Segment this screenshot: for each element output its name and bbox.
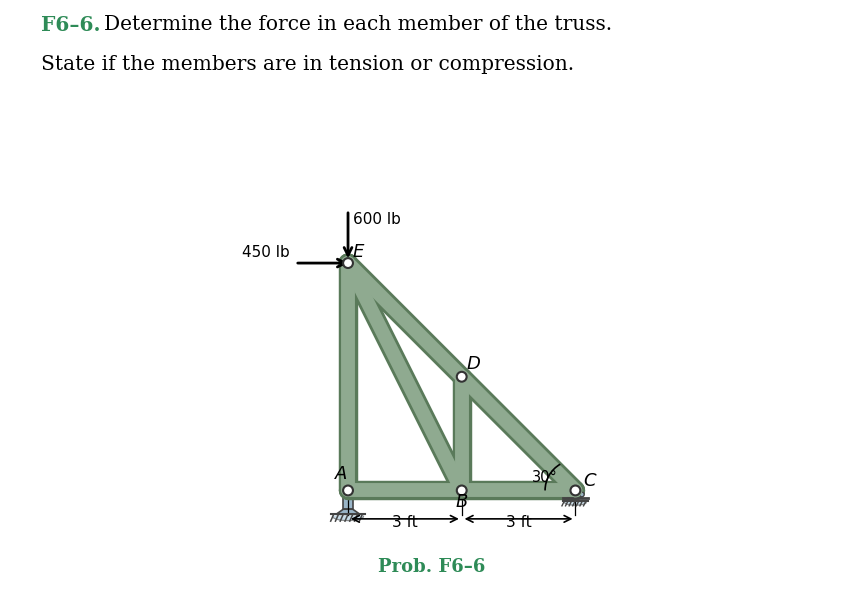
Text: 600 lb: 600 lb bbox=[353, 212, 400, 227]
Text: State if the members are in tension or compression.: State if the members are in tension or c… bbox=[41, 55, 574, 74]
Text: F6–6.: F6–6. bbox=[41, 15, 100, 35]
Circle shape bbox=[573, 492, 578, 497]
Text: 3 ft: 3 ft bbox=[505, 515, 531, 530]
Text: 3 ft: 3 ft bbox=[392, 515, 417, 530]
Circle shape bbox=[457, 486, 467, 495]
Circle shape bbox=[570, 486, 581, 495]
Text: Determine the force in each member of the truss.: Determine the force in each member of th… bbox=[104, 15, 612, 34]
Text: Prob. F6–6: Prob. F6–6 bbox=[378, 558, 486, 576]
Text: A: A bbox=[334, 465, 347, 483]
Text: B: B bbox=[455, 494, 468, 512]
Circle shape bbox=[580, 492, 584, 497]
Polygon shape bbox=[564, 503, 586, 505]
Circle shape bbox=[567, 492, 571, 497]
Text: D: D bbox=[467, 355, 480, 373]
Polygon shape bbox=[333, 516, 364, 521]
Circle shape bbox=[343, 486, 353, 495]
Text: 450 lb: 450 lb bbox=[242, 246, 289, 261]
Bar bbox=[343, 491, 353, 509]
Polygon shape bbox=[336, 509, 360, 515]
Text: C: C bbox=[584, 472, 596, 490]
Text: E: E bbox=[353, 243, 364, 261]
Text: 30°: 30° bbox=[532, 470, 557, 485]
Circle shape bbox=[343, 258, 353, 268]
Circle shape bbox=[457, 372, 467, 382]
